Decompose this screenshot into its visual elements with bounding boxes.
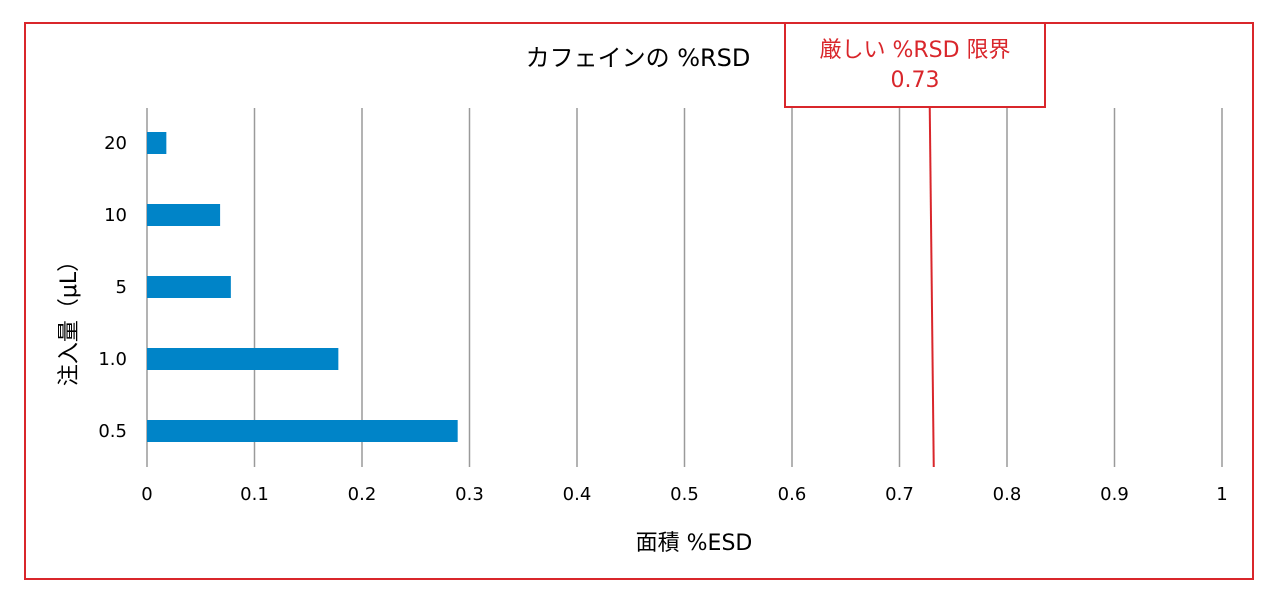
x-tick-labels: 0 0.1 0.2 0.3 0.4 0.5 0.6 0.7 0.8 0.9 1	[141, 484, 1227, 505]
x-tick-label: 0.1	[240, 484, 269, 505]
x-tick-label: 0.6	[778, 484, 807, 505]
x-tick-label: 0.8	[993, 484, 1022, 505]
gridlines	[146, 108, 1223, 467]
y-tick-label: 20	[104, 133, 127, 154]
bar-20	[147, 132, 167, 154]
x-tick-label: 0.5	[670, 484, 699, 505]
limit-annotation: 厳しい %RSD 限界 0.73	[784, 22, 1046, 108]
y-axis-label: 注入量（μL）	[57, 250, 82, 386]
y-tick-label: 5	[116, 277, 127, 298]
y-tick-label: 10	[104, 205, 127, 226]
bar-5	[147, 276, 231, 298]
limit-annotation-value: 0.73	[890, 68, 940, 93]
y-tick-label: 1.0	[98, 349, 127, 370]
bars	[147, 132, 458, 442]
x-tick-label: 0.9	[1100, 484, 1129, 505]
bar-1.0	[147, 348, 339, 370]
x-tick-label: 0.2	[348, 484, 377, 505]
x-axis-label: 面積 %ESD	[636, 531, 753, 556]
x-tick-label: 0.7	[885, 484, 914, 505]
y-tick-label: 0.5	[98, 421, 127, 442]
x-tick-label: 0	[141, 484, 152, 505]
bar-0.5	[147, 420, 458, 442]
chart-frame	[24, 22, 1254, 580]
limit-annotation-label: 厳しい %RSD 限界	[819, 38, 1011, 63]
x-tick-label: 1	[1216, 484, 1227, 505]
bar-10	[147, 204, 221, 226]
y-tick-labels: 20 10 5 1.0 0.5	[98, 133, 127, 442]
limit-line	[928, 107, 935, 468]
x-tick-label: 0.4	[563, 484, 592, 505]
chart-title: カフェインの %RSD	[526, 44, 751, 72]
x-tick-label: 0.3	[455, 484, 484, 505]
